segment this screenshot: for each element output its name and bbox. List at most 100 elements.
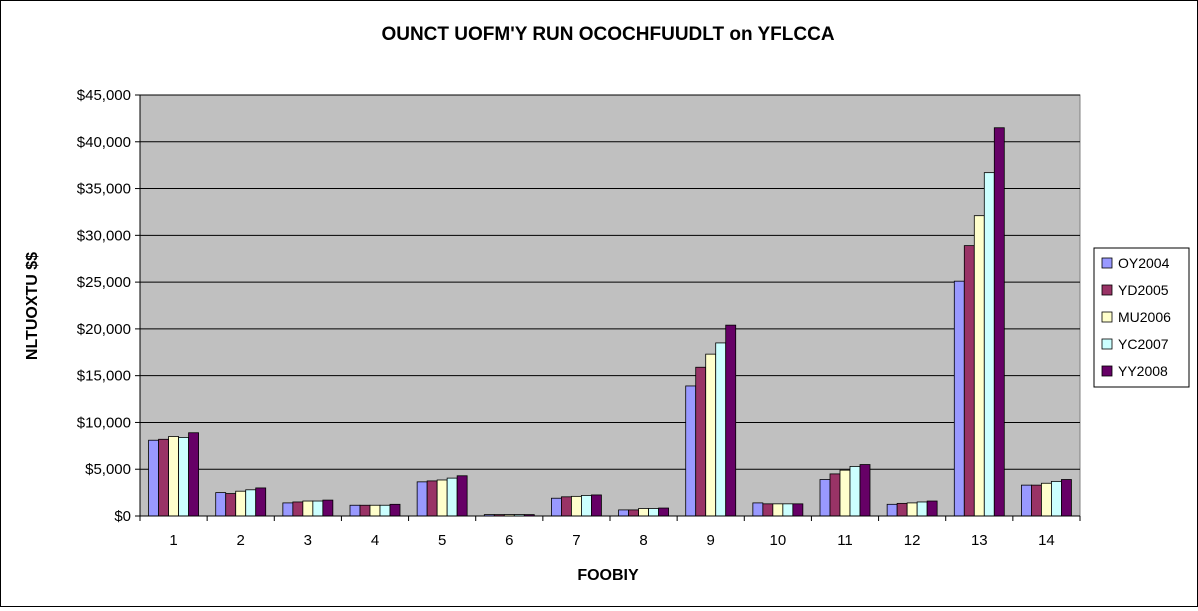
y-tick-label: $30,000 [77,227,131,244]
bar-OY2004-10 [752,502,764,517]
legend-items: OY2004 YD2005 MU2006 YC2007 YY2008 [1101,255,1171,379]
bar-OY2004-7 [551,497,562,517]
bar-MU2006-1 [168,436,179,517]
bar-MU2006-13 [973,215,985,517]
legend: OY2004 YD2005 MU2006 YC2007 YY2008 [1093,247,1190,388]
bar-YD2005-1 [158,438,169,517]
x-tick-label: 13 [971,532,988,549]
bar-YD2005-10 [762,503,774,517]
y-tick-label: $20,000 [77,321,131,338]
axes [135,94,1081,521]
legend-label-YC2007: YC2007 [1118,336,1169,352]
x-tick-label: 4 [371,532,379,549]
bar-OY2004-11 [819,479,831,517]
y-tick-label: $15,000 [77,368,131,385]
x-tick-label: 9 [707,532,715,549]
y-tick-label: $45,000 [77,87,131,104]
chart-title: OUNCT UOFM'Y RUN OCOCHFUUDLT on YFLCCA [381,24,834,45]
bar-OY2004-14 [1021,484,1032,517]
bar-MU2006-11 [839,469,851,517]
bar-OY2004-5 [416,481,428,517]
bar-YC2007-1 [178,437,189,517]
bar-MU2006-10 [772,503,784,517]
y-tick-labels: $0 $5,000 $10,000 $15,000 $20,000 $25,000 $30,… [77,87,131,525]
bar-YY2008-13 [993,127,1005,517]
bar-YD2005-13 [963,245,975,517]
y-axis-title: NLTUOXTU $$ [24,252,41,360]
x-tick-label: 10 [770,532,787,549]
bar-YY2008-10 [792,503,804,517]
y-tick-label: $0 [114,508,131,525]
x-tick-label: 5 [438,532,446,549]
bar-YY2008-7 [591,494,602,517]
x-tick-labels: 1 2 3 4 5 6 7 8 9 10 11 12 13 14 [169,532,1054,549]
bar-YY2008-9 [725,324,737,517]
legend-label-OY2004: OY2004 [1118,255,1170,271]
bar-YC2007-3 [312,500,324,517]
bar-OY2004-9 [685,385,697,517]
bar-OY2004-3 [282,502,294,517]
legend-label-YD2005: YD2005 [1118,282,1169,298]
plot-area [139,94,1081,517]
bar-YY2008-11 [859,464,871,517]
y-tick-label: $10,000 [77,414,131,431]
bar-YY2008-8 [658,507,669,517]
bar-OY2004-8 [618,509,629,517]
x-tick-label: 2 [237,532,245,549]
bar-MU2006-12 [906,502,918,517]
y-tick-label: $40,000 [77,134,131,151]
legend-label-YY2008: YY2008 [1118,363,1168,379]
legend-swatch-YC2007 [1101,338,1113,350]
bar-YY2008-2 [255,487,267,517]
bar-YD2005-2 [225,493,237,517]
bar-YC2007-2 [245,489,257,517]
legend-swatch-YD2005 [1101,284,1113,296]
bar-YD2005-8 [628,509,639,517]
bar-MU2006-7 [571,495,582,517]
bar-YC2007-13 [983,172,995,517]
legend-swatch-YY2008 [1101,365,1113,377]
bar-OY2004-1 [148,439,159,517]
bar-MU2006-3 [302,500,314,517]
x-axis-title: FOOBIY [577,567,639,584]
y-tick-label: $35,000 [77,181,131,198]
bar-YC2007-8 [648,508,659,517]
bar-YY2008-5 [456,475,468,517]
x-tick-label: 1 [169,532,177,549]
x-tick-label: 6 [505,532,513,549]
bar-MU2006-8 [638,508,649,517]
bar-YY2008-4 [389,503,401,517]
bar-OY2004-4 [349,504,361,517]
x-tick-label: 11 [837,532,853,549]
bar-OY2004-12 [886,503,898,517]
bar-YD2005-9 [695,366,707,517]
bar-YC2007-4 [379,504,391,517]
bar-OY2004-2 [215,492,227,517]
bar-YC2007-7 [581,495,592,517]
bar-YC2007-10 [782,503,794,517]
bar-YD2005-5 [426,480,438,517]
legend-swatch-MU2006 [1101,311,1113,323]
bar-YC2007-12 [916,501,928,517]
bar-YD2005-14 [1031,484,1042,517]
bar-MU2006-5 [436,479,448,517]
bars [148,127,1072,517]
gridlines [140,94,1080,470]
x-tick-label: 3 [304,532,312,549]
bar-YY2008-14 [1061,479,1072,517]
bar-OY2004-13 [953,280,965,517]
legend-label-MU2006: MU2006 [1118,309,1171,325]
y-tick-label: $25,000 [77,274,131,291]
bar-MU2006-14 [1041,482,1052,517]
bar-YY2008-1 [188,432,199,517]
y-tick-label: $5,000 [85,461,131,478]
x-tick-label: 12 [904,532,921,549]
bar-MU2006-2 [235,490,247,517]
bar-YD2005-4 [359,504,371,517]
bar-YY2008-12 [926,500,938,517]
bar-YD2005-7 [561,496,572,517]
bar-YC2007-11 [849,466,861,517]
x-tick-label: 14 [1038,532,1055,549]
bar-YD2005-12 [896,502,908,517]
bar-YD2005-11 [829,473,841,517]
